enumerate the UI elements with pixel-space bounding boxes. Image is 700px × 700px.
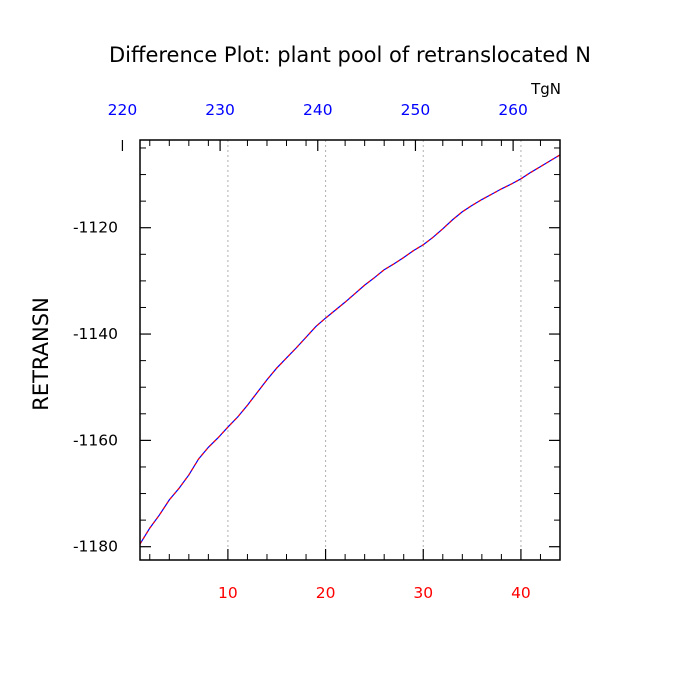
series-line [139, 154, 561, 545]
y-tick-label: -1120 [73, 219, 118, 237]
data-series [139, 154, 561, 545]
chart-title: Difference Plot: plant pool of retranslo… [109, 43, 591, 67]
x-tick-label: 10 [218, 584, 238, 602]
top-tick-label: 240 [303, 101, 333, 119]
grid-lines [227, 140, 522, 560]
y-tick-label: -1180 [73, 538, 118, 556]
tick-labels: 10 20 30 40 220 230 240 250 260 -1180 -1160 -1140 -1… [73, 101, 531, 602]
x-tick-label: 40 [511, 584, 531, 602]
x-tick-label: 20 [316, 584, 336, 602]
top-tick-label: 220 [108, 101, 138, 119]
top-tick-label: 230 [205, 101, 235, 119]
y-tick-label: -1140 [73, 325, 118, 343]
top-tick-label: 260 [498, 101, 528, 119]
top-tick-label: 250 [401, 101, 431, 119]
axis-ticks [121, 140, 560, 560]
x-tick-label: 30 [413, 584, 433, 602]
plot-frame [139, 139, 561, 561]
top-axis-units: TgN [530, 80, 561, 98]
series-line-dashed-overlay [139, 154, 561, 545]
y-tick-label: -1160 [73, 431, 118, 449]
y-axis-label: RETRANSN [29, 297, 53, 411]
